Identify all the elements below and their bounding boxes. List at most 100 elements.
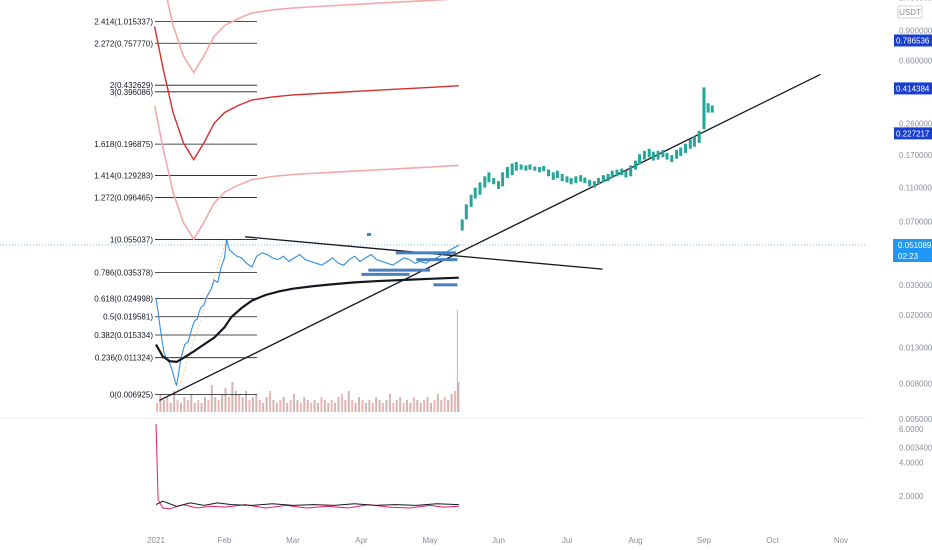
volume-bar — [361, 400, 364, 412]
volume-bar — [447, 400, 450, 412]
price-tag-notch — [891, 82, 894, 95]
forecast-candle — [478, 182, 482, 195]
price-tick-label: 0.170000 — [899, 151, 932, 160]
volume-bar — [231, 382, 234, 412]
forecast-candle — [569, 178, 573, 185]
forecast-candle — [710, 105, 714, 113]
forecast-candle — [692, 136, 696, 147]
volume-bar — [320, 397, 323, 412]
forecast-candle — [524, 165, 528, 171]
forecast-candle — [656, 150, 660, 160]
volume-bar — [310, 403, 313, 412]
forecast-candle — [565, 176, 569, 183]
forecast-candle — [538, 166, 542, 173]
volume-bar — [169, 403, 172, 412]
time-tick-label: Apr — [355, 536, 368, 545]
volume-bar — [354, 403, 357, 412]
volume-bar — [258, 400, 261, 412]
currency-box — [897, 5, 923, 19]
volume-bar — [166, 397, 169, 412]
volume-bar — [255, 394, 258, 412]
volume-bar — [375, 397, 378, 412]
volume-bar — [385, 400, 388, 412]
fib-level-label: 2(0.432629) — [110, 81, 153, 90]
indicator-tick-label: 6.0000 — [899, 425, 924, 434]
forecast-candle — [501, 172, 505, 187]
envelope-lower-band — [153, 105, 459, 241]
forecast-candle — [702, 87, 706, 130]
volume-bar — [282, 397, 285, 412]
forecast-candle — [473, 187, 477, 199]
volume-bar — [269, 391, 272, 412]
range-box — [416, 258, 458, 262]
fib-level-label: 0.236(0.011324) — [95, 354, 153, 363]
time-tick-label: Feb — [218, 536, 232, 545]
time-tick-label: Jun — [492, 536, 505, 545]
price-tick-label: 0.030000 — [899, 281, 932, 290]
volume-bar — [238, 394, 241, 412]
forecast-candle — [551, 172, 555, 180]
time-tick-label: Jul — [562, 536, 572, 545]
time-tick-label: 2021 — [147, 536, 165, 545]
price-tag-notch — [891, 34, 894, 47]
forecast-candle — [651, 151, 655, 161]
volume-bar — [299, 403, 302, 412]
time-tick-label: Mar — [286, 536, 300, 545]
volume-bar — [251, 397, 254, 412]
volume-bar — [412, 397, 415, 412]
volume-bar — [347, 391, 350, 412]
volume-bar — [402, 403, 405, 412]
time-axis[interactable]: 2021 Feb Mar Apr May Jun Jul Aug Sep Oct Nov — [147, 536, 848, 545]
fib-level-label: 2.272(0.757770) — [94, 39, 153, 48]
volume-bar — [330, 400, 333, 412]
volume-bar — [224, 388, 227, 412]
currency-label: USDT — [899, 8, 921, 17]
envelope-bands — [153, 0, 459, 241]
forecast-candle — [688, 139, 692, 149]
fibonacci-levels[interactable]: 3(0.396086)2.618(1.545821)2.414(1.015337… — [94, 0, 257, 399]
countdown-label: 02:23 — [898, 252, 919, 261]
price-tag-label: 0.786536 — [896, 36, 930, 45]
volume-bar — [340, 394, 343, 412]
range-box — [433, 283, 458, 287]
volume-bar — [392, 403, 395, 412]
forecast-candle — [624, 170, 628, 178]
volume-bar — [200, 403, 203, 412]
forecast-candle — [638, 154, 642, 165]
volume-bar — [159, 394, 162, 412]
volume-bar — [327, 403, 330, 412]
fib-level-label: 2.414(1.015337) — [94, 17, 153, 26]
volume-bar — [227, 397, 230, 412]
volume-bar — [457, 382, 460, 412]
forecast-candle — [560, 173, 564, 182]
time-tick-label: May — [422, 536, 437, 545]
envelope-upper-band — [166, 0, 451, 75]
volume-bar — [303, 397, 306, 412]
forecast-candle — [514, 161, 518, 171]
trendlines[interactable] — [159, 73, 821, 401]
forecast-candle — [679, 147, 683, 156]
forecast-candle — [579, 175, 583, 182]
volume-bar — [371, 403, 374, 412]
volume-bar — [395, 400, 398, 412]
volume-bar — [358, 397, 361, 412]
volume-bar — [248, 400, 251, 412]
forecast-candle — [634, 160, 637, 170]
forecast-candle — [497, 181, 500, 190]
forecast-candle — [483, 176, 487, 188]
price-tick-label: 0.260000 — [899, 119, 932, 128]
forecast-candles — [460, 87, 714, 231]
price-tag-notch — [891, 127, 894, 140]
ascending-trendline[interactable] — [159, 73, 821, 401]
envelope-middle-band — [153, 26, 459, 161]
price-tag — [891, 82, 932, 95]
range-box — [395, 251, 457, 255]
price-tag-label: 0.414384 — [896, 84, 930, 93]
fib-level-label: 3(0.396086) — [110, 88, 153, 97]
volume-bar — [313, 400, 316, 412]
volume-bar — [351, 400, 354, 412]
forecast-candle — [460, 219, 464, 231]
time-tick-label: Nov — [834, 536, 848, 545]
price-axis[interactable]: 3.3000002.2000001.4000000.9000000.600000… — [897, 0, 932, 453]
